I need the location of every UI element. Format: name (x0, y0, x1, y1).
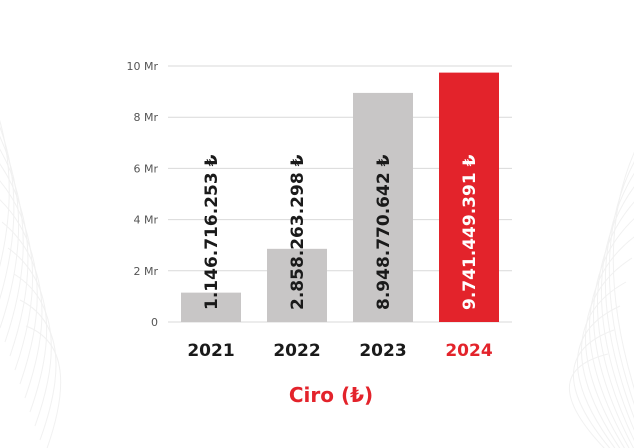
swirl-line (577, 305, 621, 448)
bar-value-label: 2.858.263.298 ₺ (288, 154, 308, 310)
swirl-line (0, 199, 38, 385)
x-category-label: 2024 (445, 341, 492, 361)
swirl-line (585, 257, 633, 448)
y-tick-label: 6 Mr (133, 162, 158, 175)
bar (181, 292, 241, 322)
y-tick-label: 2 Mr (133, 265, 158, 278)
y-tick-label: 0 (151, 316, 158, 329)
swirl-line (612, 152, 634, 390)
swirl-line (1, 221, 43, 399)
swirl-line (573, 329, 615, 448)
swirl-line (605, 172, 634, 419)
background-swirl-pattern (0, 120, 634, 448)
bar (353, 92, 413, 322)
category-labels: 2021 2022 2023 2024 (187, 341, 492, 361)
swirl-line (608, 161, 634, 405)
swirl-line (589, 236, 634, 448)
bar-value-label: 1.146.716.253 ₺ (202, 154, 222, 310)
bar (267, 248, 327, 322)
y-tick-label: 8 Mr (133, 111, 158, 124)
swirl-line (0, 180, 34, 371)
swirl-line (597, 201, 634, 442)
swirl-line (0, 126, 15, 300)
x-category-label: 2022 (273, 341, 320, 361)
swirl-line (19, 299, 57, 441)
swirl-line (0, 163, 29, 357)
bar-value-label: 8.948.770.642 ₺ (374, 154, 394, 310)
swirl-line (569, 353, 609, 448)
swirl-line (0, 148, 24, 343)
y-tick-label: 10 Mr (126, 60, 158, 73)
swirl-line (593, 218, 634, 448)
bar (439, 72, 499, 322)
bar-value-label: 9.741.449.391 ₺ (460, 154, 480, 310)
y-axis-ticks: 0 2 Mr 4 Mr 6 Mr 8 Mr 10 Mr (126, 60, 158, 329)
value-labels: 1.146.716.253 ₺ 2.858.263.298 ₺ 8.948.770.… (202, 154, 480, 310)
chart-title: Ciro (₺) (289, 383, 373, 407)
y-tick-label: 4 Mr (133, 214, 158, 227)
swirl-line (25, 325, 62, 448)
swirl-line (0, 120, 10, 268)
x-category-label: 2021 (187, 341, 234, 361)
x-category-label: 2023 (359, 341, 406, 361)
bars (181, 72, 499, 322)
